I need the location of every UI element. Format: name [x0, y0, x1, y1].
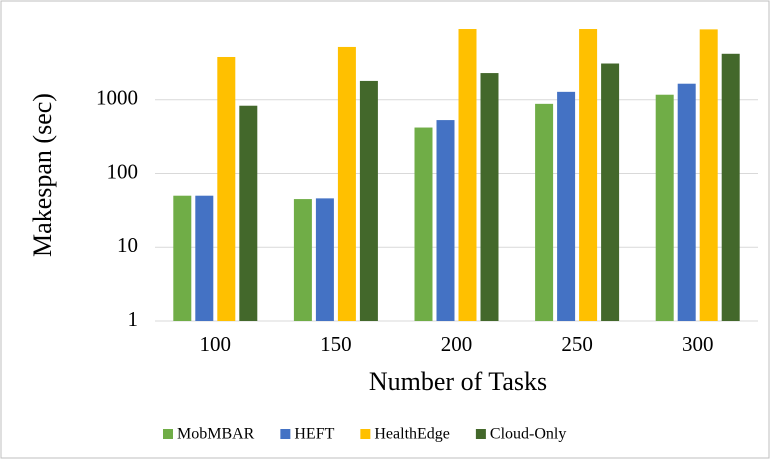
- legend-label: HealthEdge: [374, 426, 450, 443]
- legend-swatch: [475, 429, 486, 439]
- bar: [655, 94, 674, 322]
- bar: [239, 105, 258, 321]
- bar: [480, 73, 499, 321]
- y-tick-label: 1000: [96, 86, 138, 110]
- bar: [436, 120, 455, 321]
- bar: [458, 29, 477, 322]
- bar: [414, 127, 433, 321]
- bar: [677, 83, 696, 321]
- bar: [195, 195, 214, 321]
- bar: [601, 63, 620, 321]
- legend-swatch: [163, 429, 173, 439]
- x-axis-label: Number of Tasks: [369, 367, 547, 396]
- bar: [315, 198, 334, 321]
- bar: [721, 53, 740, 321]
- legend-swatch: [360, 429, 371, 439]
- bar: [359, 80, 378, 322]
- y-tick-label: 100: [107, 159, 139, 183]
- legend-label: HEFT: [294, 426, 334, 443]
- bar: [217, 56, 236, 321]
- bar: [337, 46, 356, 321]
- y-axis-label: Makespan (sec): [28, 93, 57, 257]
- x-tick-label: 200: [441, 332, 473, 356]
- bar: [293, 199, 312, 321]
- legend-label: MobMBAR: [177, 426, 255, 443]
- bar: [173, 195, 192, 321]
- bar: [557, 91, 576, 321]
- bar: [579, 29, 598, 322]
- x-tick-label: 150: [320, 332, 352, 356]
- bar: [699, 29, 718, 322]
- bar: [535, 103, 554, 321]
- legend-label: Cloud-Only: [490, 426, 566, 443]
- y-tick-label: 1: [128, 307, 139, 331]
- x-tick-label: 100: [200, 332, 232, 356]
- x-tick-label: 250: [561, 332, 593, 356]
- legend-swatch: [280, 429, 291, 439]
- y-tick-label: 10: [117, 233, 138, 257]
- x-tick-label: 300: [682, 332, 714, 356]
